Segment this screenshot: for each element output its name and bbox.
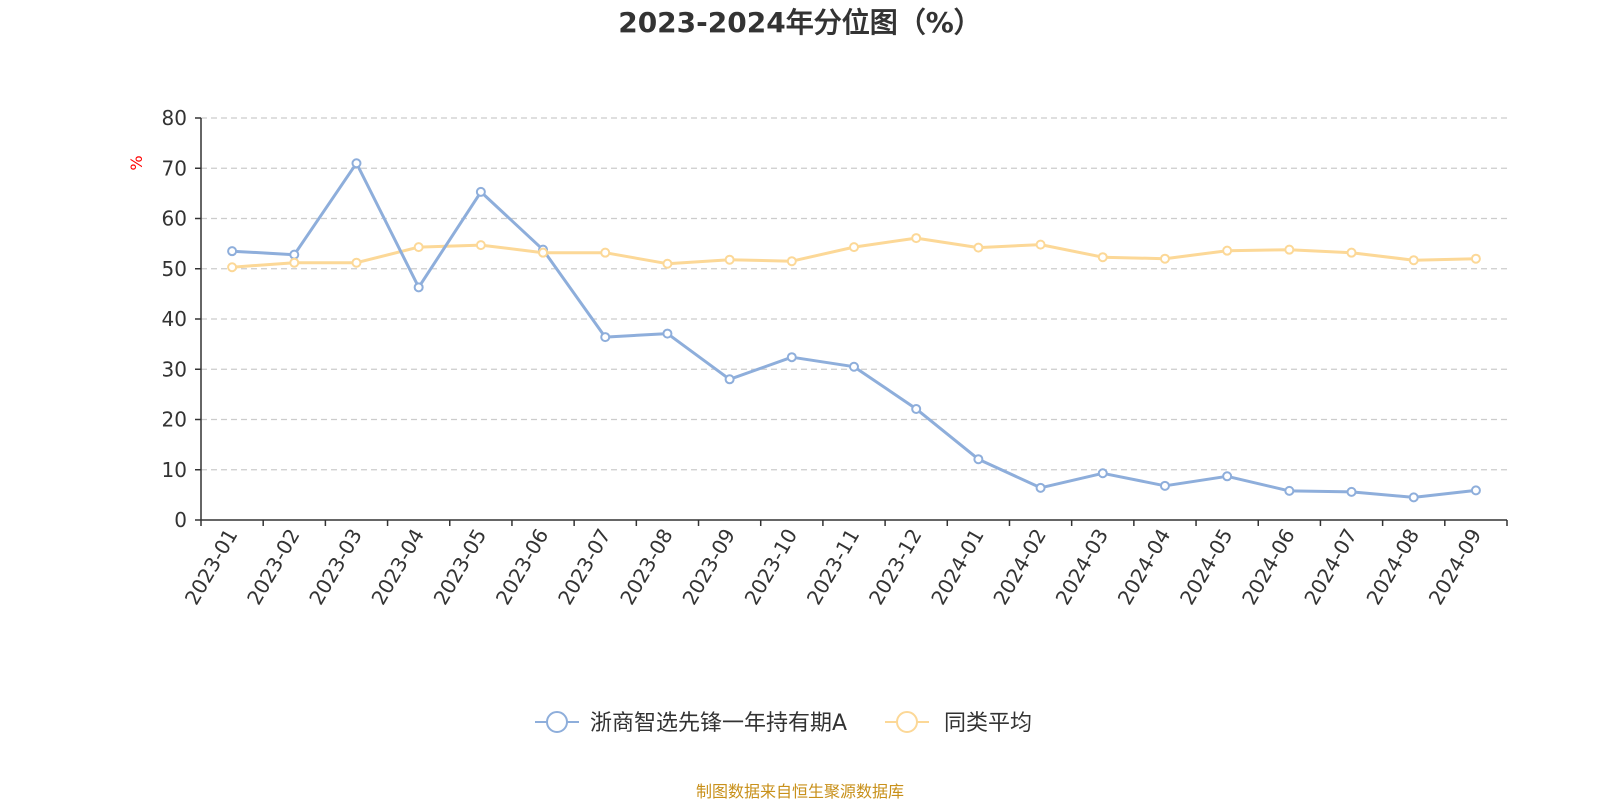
data-point (786, 256, 797, 267)
data-point (475, 240, 486, 251)
data-point (1284, 244, 1295, 255)
data-point (1159, 253, 1170, 264)
data-point (1159, 480, 1170, 491)
grid-lines (201, 117, 1507, 471)
x-tick-label: 2024-06 (1237, 525, 1300, 609)
data-point (973, 242, 984, 253)
y-axis-unit: % (127, 155, 146, 170)
y-tick-label: 10 (162, 458, 187, 482)
data-point (289, 249, 300, 260)
data-point (724, 254, 735, 265)
chart-title: 2023-2024年分位图（%） (618, 6, 982, 39)
data-point (1284, 485, 1295, 496)
x-tick-label: 2023-04 (366, 525, 429, 609)
data-point (724, 374, 735, 385)
data-point (1470, 485, 1481, 496)
y-tick-label: 70 (162, 156, 187, 180)
data-point (227, 246, 238, 257)
x-tick-label: 2024-07 (1299, 525, 1362, 609)
data-point (1097, 252, 1108, 263)
x-tick-label: 2023-07 (553, 525, 616, 609)
data-point (289, 257, 300, 268)
data-point (973, 454, 984, 465)
legend-label: 同类平均 (944, 711, 1032, 736)
y-tick-labels: 0 10 20 30 40 50 60 70 80 (162, 106, 187, 532)
y-tick-label: 0 (174, 508, 187, 532)
x-tick-label: 2024-09 (1424, 525, 1487, 609)
data-point (786, 352, 797, 363)
data-point (662, 328, 673, 339)
data-point (538, 247, 549, 258)
data-point (1346, 247, 1357, 258)
data-point (413, 242, 424, 253)
x-tick-label: 2023-10 (740, 525, 803, 609)
data-point (1408, 255, 1419, 266)
data-point (600, 247, 611, 258)
x-tick-label: 2023-01 (180, 525, 243, 609)
data-point (351, 158, 362, 169)
data-point (413, 282, 424, 293)
x-tick-label: 2023-06 (491, 525, 554, 609)
series-layer (227, 158, 1481, 503)
x-tick-label: 2024-05 (1175, 525, 1238, 609)
data-point (600, 332, 611, 343)
data-point (1097, 468, 1108, 479)
data-point (1035, 482, 1046, 493)
y-tick-label: 80 (162, 106, 187, 130)
data-point (1222, 245, 1233, 256)
x-tick-label: 2023-11 (802, 525, 865, 609)
legend-item[interactable]: 同类平均 (885, 711, 1032, 736)
data-point (911, 233, 922, 244)
x-tick-label: 2024-01 (926, 525, 989, 609)
legend-marker (896, 711, 918, 733)
x-tick-label: 2023-03 (304, 525, 367, 609)
x-tick-label: 2023-05 (429, 525, 492, 609)
y-tick-label: 20 (162, 408, 187, 432)
data-point (662, 258, 673, 269)
y-tick-label: 50 (162, 257, 187, 281)
data-point (351, 257, 362, 268)
x-tick-label: 2023-08 (615, 525, 678, 609)
legend-label: 浙商智选先锋一年持有期A (590, 711, 847, 736)
data-point (475, 186, 486, 197)
x-tick-label: 2023-09 (677, 525, 740, 609)
y-tick-label: 30 (162, 357, 187, 381)
x-tick-label: 2024-08 (1361, 525, 1424, 609)
y-tick-label: 60 (162, 207, 187, 231)
legend[interactable]: 浙商智选先锋一年持有期A 同类平均 (535, 711, 1032, 736)
x-tick-label: 2024-04 (1113, 525, 1176, 609)
data-point (849, 242, 859, 253)
data-point (911, 403, 922, 414)
series-line (232, 161, 1477, 499)
x-tick-label: 2024-03 (1051, 525, 1114, 609)
data-source-note: 制图数据来自恒生聚源数据库 (696, 782, 904, 800)
data-point (1470, 253, 1481, 264)
data-point (849, 361, 859, 372)
legend-marker (546, 711, 568, 733)
x-tick-label: 2024-02 (988, 525, 1051, 609)
axes (195, 117, 1508, 526)
legend-item[interactable]: 浙商智选先锋一年持有期A (535, 711, 847, 736)
data-point (1346, 486, 1357, 497)
data-point (227, 262, 238, 273)
x-tick-label: 2023-12 (864, 525, 927, 609)
y-tick-label: 40 (162, 307, 187, 331)
data-point (1408, 492, 1419, 503)
data-point (1035, 239, 1046, 250)
x-tick-labels: 2023-01 2023-02 2023-03 2023-04 2023-05 2023-… (180, 525, 1486, 609)
x-tick-label: 2023-02 (242, 525, 305, 609)
data-point (1222, 471, 1233, 482)
